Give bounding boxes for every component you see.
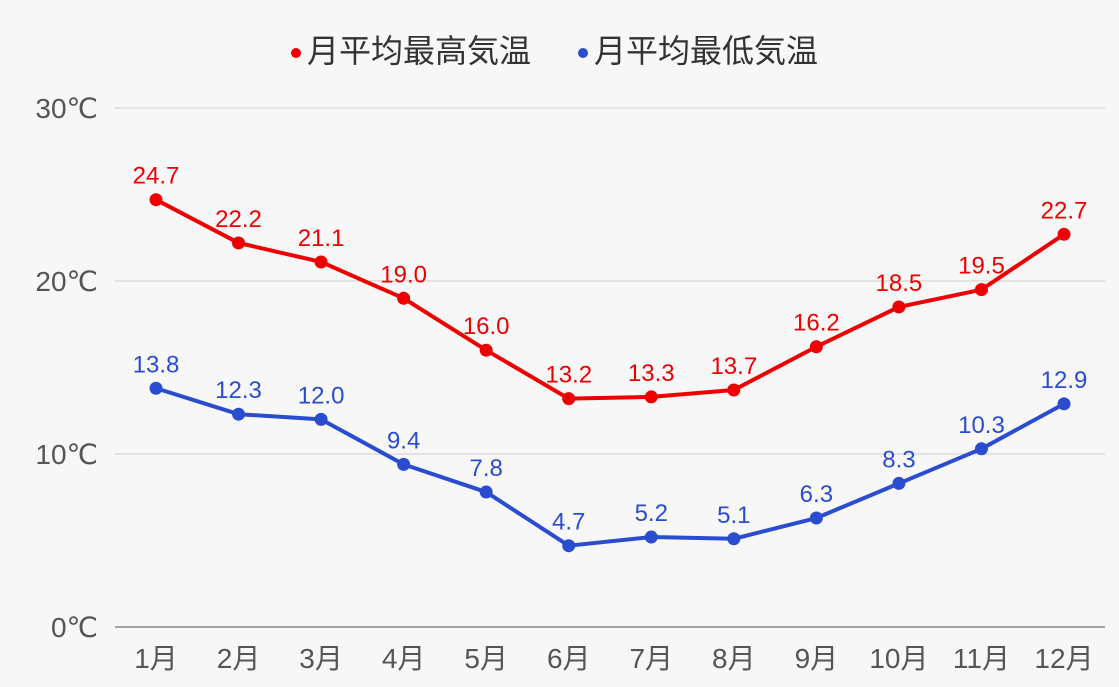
data-point xyxy=(727,532,741,546)
y-tick-label: 0℃ xyxy=(51,612,98,643)
data-point xyxy=(562,539,576,553)
data-label: 22.2 xyxy=(215,206,262,233)
data-point xyxy=(809,340,823,354)
data-label: 12.3 xyxy=(215,377,262,404)
data-point xyxy=(397,291,411,305)
data-point xyxy=(1057,397,1071,411)
y-tick-label: 30℃ xyxy=(35,93,98,124)
data-point xyxy=(232,236,246,250)
data-point xyxy=(644,530,658,544)
data-label: 4.7 xyxy=(552,509,585,536)
data-point xyxy=(314,255,328,269)
data-label-layer: 24.7 22.2 21.1 19.0 16.0 13.2 13.3 13.7 16.2 18.5… xyxy=(133,163,1088,536)
data-label: 7.8 xyxy=(469,455,502,482)
legend-label: 月平均最低気温 xyxy=(594,33,818,69)
legend: 月平均最高気温 月平均最低気温 xyxy=(291,33,818,69)
data-label: 12.9 xyxy=(1041,367,1088,394)
data-point xyxy=(892,476,906,490)
data-point xyxy=(809,511,823,525)
data-point xyxy=(232,407,246,421)
grid-layer xyxy=(115,107,1105,455)
data-label: 6.3 xyxy=(800,481,833,508)
data-label: 16.2 xyxy=(793,310,840,337)
data-label: 18.5 xyxy=(876,270,923,297)
data-point xyxy=(644,390,658,404)
data-point xyxy=(974,283,988,297)
x-tick-label: 12月 xyxy=(1034,643,1093,674)
x-tick-label: 9月 xyxy=(795,643,839,674)
data-point xyxy=(479,343,493,357)
legend-label: 月平均最高気温 xyxy=(307,33,531,69)
x-tick-label: 11月 xyxy=(953,643,1010,674)
data-label: 12.0 xyxy=(298,382,345,409)
x-tick-label: 3月 xyxy=(299,643,343,674)
x-tick-label: 6月 xyxy=(547,643,591,674)
data-point xyxy=(149,193,163,207)
data-point xyxy=(562,392,576,406)
data-point xyxy=(892,300,906,314)
data-point xyxy=(397,457,411,471)
legend-marker xyxy=(578,48,588,58)
data-label: 8.3 xyxy=(882,446,915,473)
x-tick-label: 1月 xyxy=(134,643,178,674)
series-line-max xyxy=(154,197,1066,401)
x-tick-label: 5月 xyxy=(464,643,508,674)
data-label: 19.0 xyxy=(380,261,427,288)
x-tick-label: 7月 xyxy=(629,643,673,674)
data-point xyxy=(314,412,328,426)
data-point xyxy=(974,442,988,456)
data-label: 19.5 xyxy=(958,253,1005,280)
data-label: 13.2 xyxy=(545,362,592,389)
data-label: 9.4 xyxy=(387,427,420,454)
x-tick-label: 10月 xyxy=(869,643,928,674)
series-line-min xyxy=(154,386,1066,548)
data-label: 16.0 xyxy=(463,313,510,340)
data-label: 13.7 xyxy=(710,353,757,380)
x-tick-label: 8月 xyxy=(712,643,756,674)
y-tick-label: 10℃ xyxy=(35,439,98,470)
data-point xyxy=(727,383,741,397)
data-label: 5.2 xyxy=(635,500,668,527)
data-point xyxy=(479,485,493,499)
x-tick-label: 4月 xyxy=(382,643,426,674)
x-tick-label: 2月 xyxy=(217,643,261,674)
data-label: 5.1 xyxy=(717,502,750,529)
legend-marker xyxy=(291,48,301,58)
axis-layer: 0℃ 10℃ 20℃ 30℃ 1月 2月 3月 4月 5月 6月 7月 8月 9月 10月 11月 12月 xyxy=(35,93,1105,674)
data-label: 13.8 xyxy=(133,351,180,378)
data-point xyxy=(149,381,163,395)
data-point xyxy=(1057,227,1071,241)
data-label: 24.7 xyxy=(133,163,180,190)
series-layer xyxy=(149,193,1071,553)
data-label: 13.3 xyxy=(628,360,675,387)
y-tick-label: 20℃ xyxy=(35,266,98,297)
data-label: 10.3 xyxy=(958,412,1005,439)
data-label: 22.7 xyxy=(1041,197,1088,224)
data-label: 21.1 xyxy=(298,225,345,252)
